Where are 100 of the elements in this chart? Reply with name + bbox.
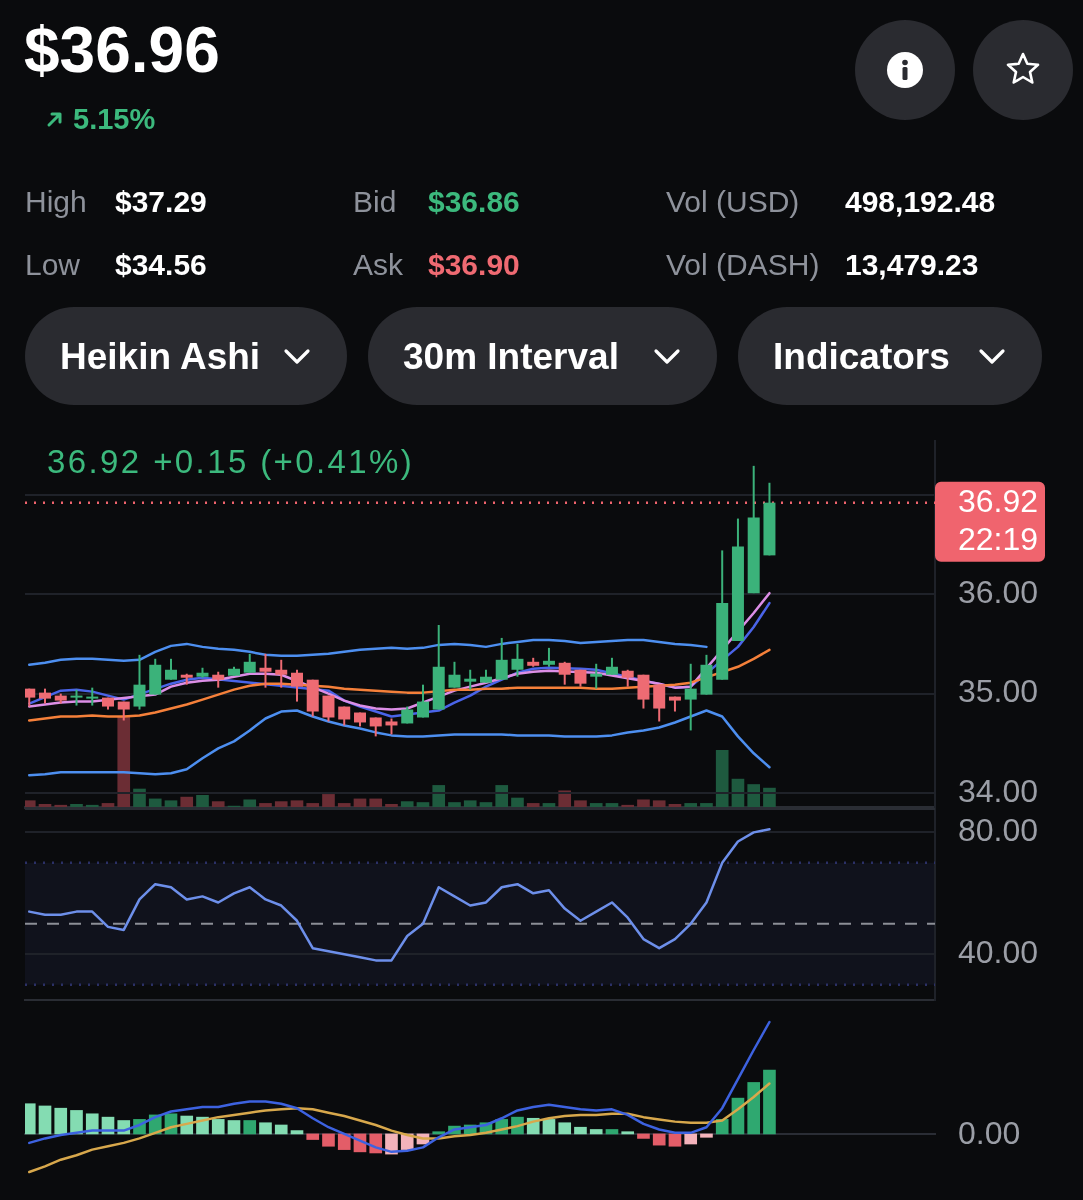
bar — [243, 1120, 257, 1135]
candlestick — [495, 636, 508, 681]
bar — [180, 796, 194, 807]
bar — [227, 1120, 241, 1135]
bar — [605, 1129, 619, 1135]
ref-line-label: 0.00 — [958, 1114, 1021, 1151]
bar — [511, 797, 524, 807]
bar — [574, 1126, 587, 1135]
bar — [38, 1105, 52, 1135]
bar — [668, 1133, 682, 1147]
text: Low — [25, 248, 81, 281]
y-tick-label: 34.00 — [958, 772, 1039, 809]
chart-title: 36.92 +0.15 (+0.41%) — [47, 443, 415, 480]
text: $36.90 — [428, 248, 520, 281]
ref-line-label: 36.92 — [958, 483, 1039, 520]
candlestick — [290, 668, 303, 703]
text: $36.86 — [428, 185, 520, 218]
candlestick — [590, 662, 603, 690]
bar — [448, 802, 461, 807]
bar — [715, 749, 729, 807]
candlestick — [275, 658, 288, 689]
candlestick — [684, 662, 697, 732]
bar — [700, 803, 713, 807]
bar — [322, 1133, 335, 1147]
bar — [243, 799, 257, 807]
bar — [652, 800, 666, 807]
bar — [652, 1133, 666, 1146]
candlestick — [542, 646, 555, 668]
bar — [747, 784, 761, 807]
bar — [637, 1133, 650, 1139]
bar — [589, 803, 603, 807]
bar — [400, 801, 414, 807]
text: Vol (DASH) — [666, 248, 820, 281]
bar — [196, 794, 209, 807]
text: Vol (USD) — [666, 185, 800, 218]
bar — [558, 1122, 572, 1135]
bar — [763, 1069, 776, 1135]
candlestick — [558, 660, 571, 686]
bar — [416, 802, 430, 807]
bar — [463, 800, 477, 807]
text: 5.15% — [73, 103, 156, 135]
dropdown-button: Heikin Ashi — [25, 307, 347, 405]
bar — [684, 1133, 698, 1145]
bar — [385, 803, 398, 807]
candlestick — [448, 660, 461, 689]
bar — [148, 798, 162, 807]
text: Bid — [353, 185, 397, 218]
bar — [70, 1110, 83, 1135]
bar — [542, 1119, 556, 1135]
text: 498,192.48 — [845, 185, 996, 218]
bar — [574, 800, 587, 807]
bar — [353, 798, 367, 807]
candlestick — [322, 694, 335, 723]
y-tick-label: 36.00 — [958, 573, 1039, 610]
bar — [668, 803, 682, 807]
text: High — [25, 185, 87, 218]
text: Ask — [353, 248, 404, 281]
dropdown-button: Indicators — [738, 307, 1042, 405]
candlestick — [511, 642, 524, 678]
bar — [637, 799, 650, 807]
bar — [542, 803, 556, 807]
bar — [259, 1122, 272, 1135]
dropdown-button: 30m Interval — [368, 307, 717, 405]
bar — [432, 1131, 446, 1135]
bar — [290, 1130, 304, 1135]
bar — [101, 803, 115, 807]
bar — [558, 790, 572, 807]
bar — [763, 787, 776, 807]
candlestick — [259, 652, 272, 689]
bar — [211, 801, 225, 807]
candlestick — [133, 653, 146, 711]
bar — [684, 803, 698, 807]
candlestick — [243, 652, 256, 674]
bar — [605, 803, 619, 807]
bar — [495, 785, 509, 807]
bar — [164, 800, 178, 807]
bar — [54, 1107, 68, 1135]
bar — [70, 803, 83, 807]
bar — [322, 794, 335, 807]
bar — [526, 803, 540, 807]
candlestick — [369, 716, 382, 738]
bar — [133, 788, 146, 807]
candlestick — [164, 657, 177, 681]
bar — [38, 803, 52, 807]
text: 13,479.23 — [845, 248, 979, 281]
bar — [337, 803, 351, 807]
bar — [290, 800, 304, 807]
text: $37.29 — [115, 185, 207, 218]
bar — [54, 804, 68, 807]
candlestick — [464, 668, 477, 691]
bar — [259, 803, 272, 807]
y-tick-label: 40.00 — [958, 934, 1039, 971]
bar — [621, 804, 635, 807]
bar — [306, 1133, 320, 1140]
text: 22:19 — [958, 521, 1039, 558]
bar — [747, 1082, 761, 1135]
text: $34.56 — [115, 248, 207, 281]
bar — [369, 798, 383, 807]
bar — [117, 717, 131, 807]
bar — [621, 1131, 635, 1135]
